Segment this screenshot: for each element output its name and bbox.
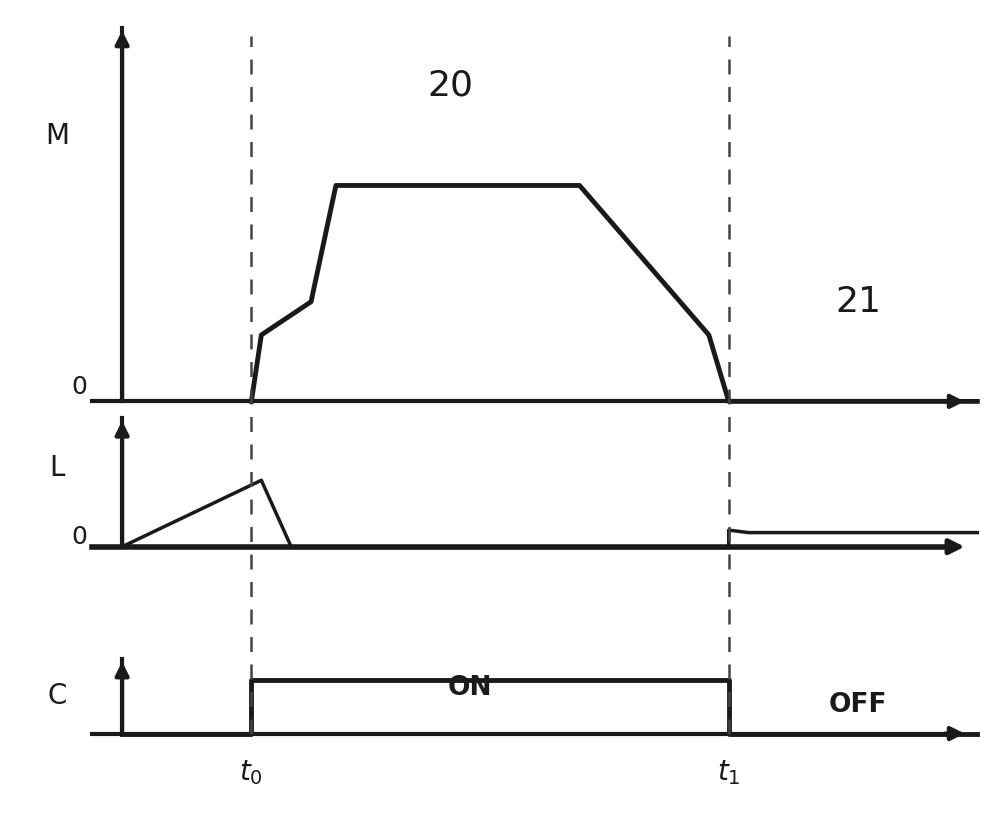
Text: L: L: [50, 454, 65, 482]
Text: $t_0$: $t_0$: [239, 758, 263, 788]
Text: M: M: [45, 122, 69, 150]
Text: $t_1$: $t_1$: [717, 758, 740, 788]
Text: 0: 0: [71, 525, 87, 548]
Text: 21: 21: [835, 285, 881, 319]
Text: C: C: [48, 682, 67, 711]
Text: OFF: OFF: [829, 691, 887, 717]
Text: 20: 20: [427, 69, 473, 103]
Text: ON: ON: [448, 675, 492, 701]
Text: 0: 0: [71, 375, 87, 400]
